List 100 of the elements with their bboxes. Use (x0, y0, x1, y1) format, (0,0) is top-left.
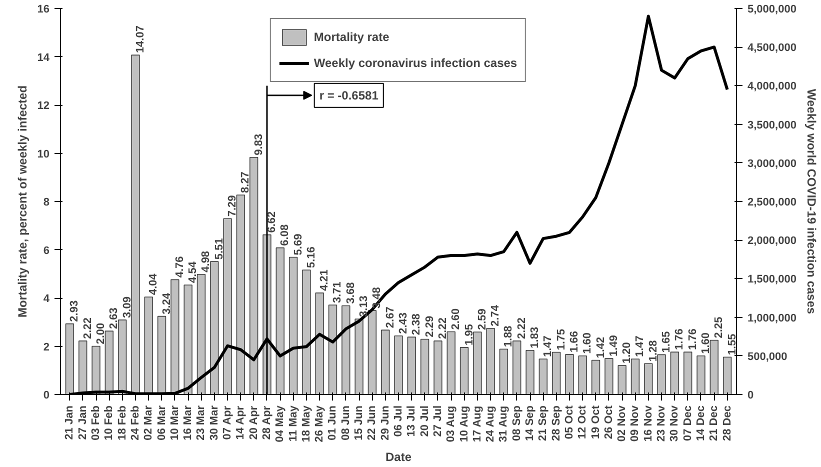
x-tick-label: 02 Mar (142, 404, 155, 440)
y2-tick-label: 2,500,000 (748, 196, 796, 208)
y-tick-label: 6 (43, 244, 50, 257)
x-tick-label: 16 Mar (182, 404, 194, 440)
data-label: 6.08 (279, 224, 292, 246)
data-label: 1.28 (647, 340, 660, 362)
data-label: 1.88 (502, 326, 515, 348)
x-tick-label: 29 Jun (379, 405, 392, 440)
x-tick-label: 06 Mar (156, 404, 168, 440)
data-label: 5.16 (305, 246, 318, 268)
data-label: 2.25 (713, 316, 726, 338)
x-tick-label: 14 Dec (694, 405, 707, 441)
x-tick-label: 28 Sep (550, 405, 562, 441)
x-tick-label: 10 Mar (168, 404, 181, 440)
y-tick-label: 4 (43, 293, 50, 305)
y2-tick-label: 500,000 (748, 350, 788, 363)
x-tick-label: 07 Dec (682, 405, 694, 441)
data-label: 2.63 (108, 308, 120, 330)
y2-tick-label: 3,000,000 (748, 158, 796, 170)
bar (618, 365, 626, 394)
data-label: 2.60 (450, 308, 462, 330)
data-label: 1.47 (542, 336, 554, 358)
x-tick-label: 04 May (274, 404, 286, 442)
x-tick-label: 02 Nov (616, 404, 628, 442)
data-label: 2.43 (398, 312, 410, 334)
bar (170, 279, 180, 394)
x-tick-label: 20 Jul (418, 405, 431, 437)
bar (92, 346, 100, 394)
y-tick-label: 16 (37, 4, 50, 16)
x-tick-label: 20 Apr (248, 405, 260, 440)
bar (288, 256, 298, 394)
bar (368, 310, 377, 394)
x-tick-label: 27 Jul (432, 405, 444, 437)
bar (144, 296, 153, 394)
data-label: 1.42 (594, 336, 607, 358)
y-axis-title: Mortality rate, percent of weekly infected (15, 85, 30, 318)
x-axis-title: Date (385, 450, 412, 464)
bar (670, 352, 680, 394)
x-tick-label: 28 Apr (260, 405, 273, 440)
y2-tick-label: 1,500,000 (748, 274, 796, 286)
data-label: 7.29 (226, 195, 239, 217)
y2-tick-label: 3,500,000 (748, 119, 796, 132)
y-tick-label: 12 (37, 100, 50, 112)
x-tick-label: 22 Jun (366, 405, 378, 440)
data-label: 1.60 (700, 332, 712, 354)
bar (604, 358, 614, 394)
data-label: 3.71 (332, 282, 344, 303)
x-tick-label: 31 Aug (498, 406, 510, 442)
bar (407, 336, 416, 394)
ref-line-label: r = -0.6581 (319, 88, 379, 102)
data-label: 2.22 (82, 318, 94, 339)
bar (526, 350, 534, 394)
data-label: 3.48 (371, 287, 384, 309)
x-tick-label: 27 Jan (76, 405, 89, 440)
bar (157, 316, 166, 394)
data-label: 3.24 (160, 292, 173, 314)
x-tick-label: 06 Jul (392, 405, 404, 437)
x-tick-label: 26 May (314, 404, 326, 442)
x-tick-label: 26 Oct (602, 405, 615, 440)
data-label: 1.60 (582, 332, 594, 354)
x-tick-label: 08 Jun (340, 405, 352, 440)
data-label: 3.13 (358, 296, 370, 317)
data-label: 5.69 (292, 234, 304, 256)
bar (538, 358, 548, 394)
y2-axis-title: Weekly world COVID-19 infection cases (804, 88, 818, 314)
data-label: 4.04 (148, 272, 160, 296)
data-label: 2.93 (68, 300, 81, 322)
x-tick-label: 21 Sep (537, 405, 550, 441)
legend-label: Mortality rate (314, 30, 390, 44)
x-tick-label: 23 Mar (195, 404, 208, 440)
bar (184, 284, 192, 394)
x-tick-label: 10 Aug (458, 406, 470, 442)
bar (315, 292, 324, 394)
data-label: 2.00 (95, 322, 108, 344)
data-label: 1.83 (529, 326, 542, 348)
data-label: 1.76 (674, 328, 686, 350)
data-label: 1.49 (608, 335, 620, 357)
y2-tick-label: 5,000,000 (748, 4, 796, 16)
bar (552, 352, 561, 394)
bar (710, 340, 718, 394)
data-label: 14.07 (134, 26, 146, 54)
data-label: 2.59 (476, 308, 488, 330)
y-tick-label: 0 (43, 390, 50, 402)
bar (276, 247, 284, 394)
data-label: 1.65 (660, 331, 673, 353)
data-label: 3.68 (344, 282, 357, 304)
x-tick-label: 24 Aug (484, 406, 497, 442)
data-label: 4.54 (187, 260, 200, 283)
x-tick-label: 24 Feb (129, 405, 142, 440)
data-label: 4.76 (174, 256, 186, 278)
bar (394, 335, 403, 394)
y2-tick-label: 1,000,000 (748, 312, 796, 324)
x-tick-label: 11 May (287, 404, 300, 442)
bar (249, 156, 258, 394)
data-label: 2.74 (490, 304, 502, 326)
x-tick-label: 03 Feb (90, 405, 102, 440)
bar (578, 356, 587, 394)
bar (565, 354, 574, 394)
data-label: 1.75 (555, 328, 568, 350)
x-tick-label: 07 Apr (222, 405, 234, 440)
